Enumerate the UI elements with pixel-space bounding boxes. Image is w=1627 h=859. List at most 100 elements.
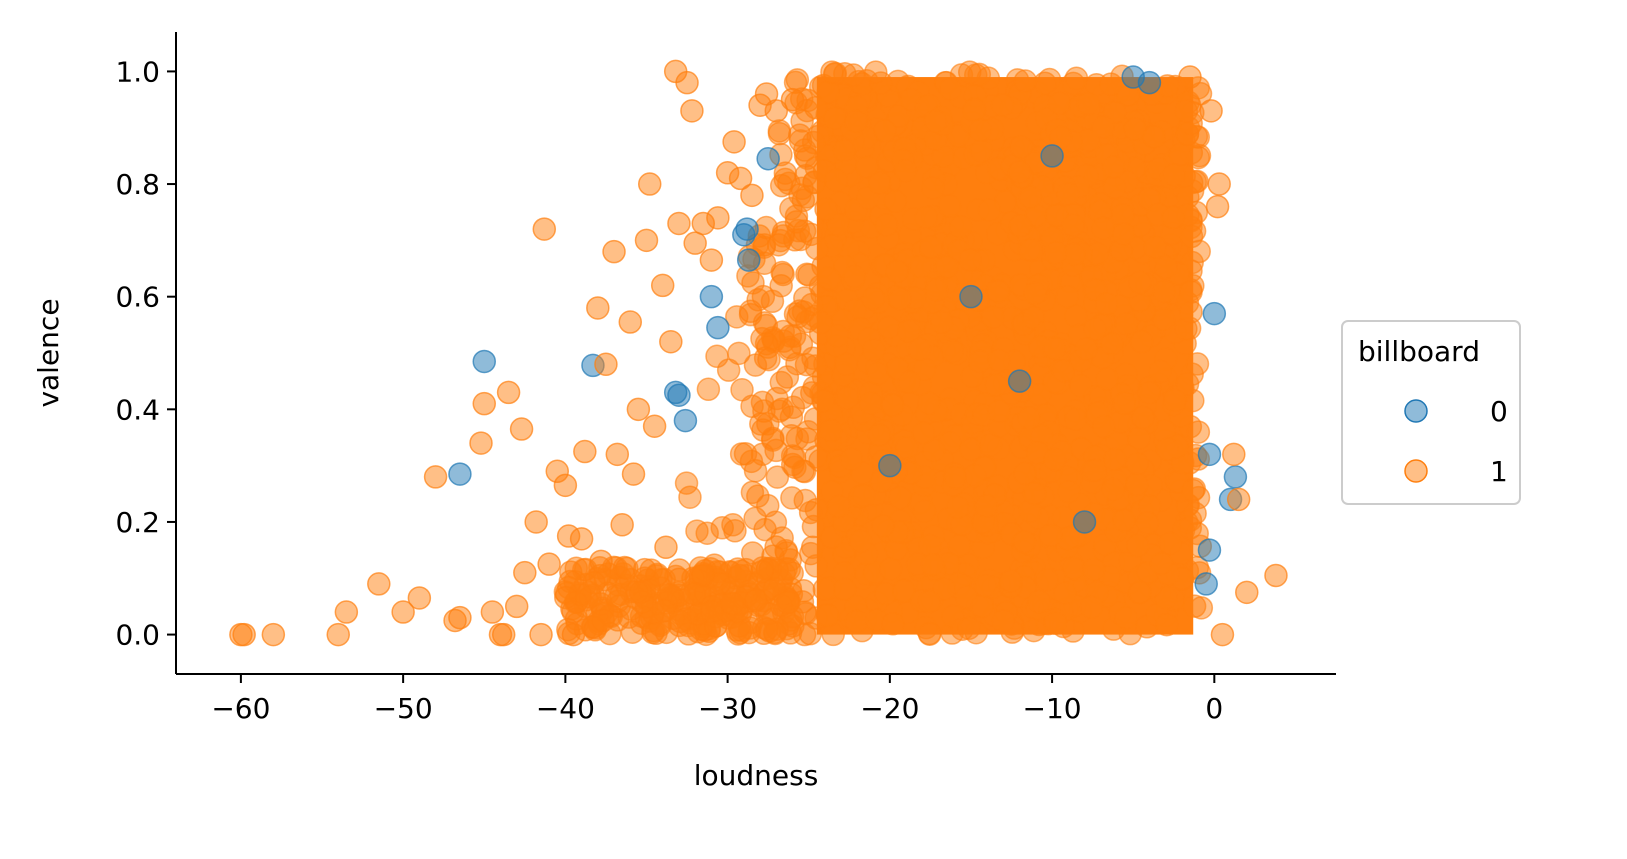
- data-point: [777, 337, 802, 362]
- data-point: [1125, 452, 1149, 476]
- data-point: [1042, 336, 1067, 361]
- data-point: [874, 213, 899, 237]
- data-point: [881, 612, 905, 636]
- data-point: [1114, 606, 1138, 630]
- data-point: [1012, 530, 1037, 554]
- data-point: [957, 616, 981, 641]
- data-point: [968, 118, 993, 143]
- data-point: [1035, 568, 1059, 592]
- data-point: [987, 399, 1011, 423]
- data-point: [820, 60, 844, 84]
- data-point: [990, 93, 1015, 117]
- data-point: [764, 535, 788, 559]
- data-point: [1185, 521, 1209, 546]
- data-point-series-1: [232, 622, 256, 647]
- data-point: [1027, 589, 1051, 614]
- x-axis-label: loudness: [694, 759, 819, 792]
- data-point: [991, 609, 1016, 633]
- data-point: [873, 119, 897, 143]
- data-point: [924, 278, 949, 302]
- x-tick-label: −30: [698, 692, 757, 725]
- data-point-series-1: [659, 329, 683, 354]
- data-point: [1091, 216, 1115, 240]
- data-point-series-0: [673, 408, 698, 433]
- data-point-series-1: [529, 622, 553, 647]
- data-point: [1151, 307, 1176, 332]
- data-point-series-1: [537, 552, 561, 576]
- data-point: [1043, 240, 1068, 265]
- data-point-series-1: [1264, 563, 1288, 588]
- data-point: [790, 176, 814, 201]
- data-point: [811, 389, 835, 413]
- data-point: [721, 513, 745, 537]
- legend-marker-1: [1404, 459, 1428, 483]
- data-point: [753, 517, 777, 542]
- data-point: [920, 552, 945, 577]
- data-point: [969, 138, 994, 163]
- data-point: [1155, 437, 1180, 461]
- legend: billboard 0 1: [1341, 320, 1521, 505]
- data-point: [880, 393, 905, 418]
- data-point-series-1: [423, 465, 448, 489]
- data-point: [1188, 81, 1213, 106]
- data-point-series-1: [589, 549, 613, 574]
- data-point-series-1: [1226, 487, 1251, 512]
- data-point: [682, 582, 706, 606]
- data-point: [764, 438, 788, 463]
- data-point-series-0: [1137, 70, 1162, 95]
- data-point-series-1: [561, 622, 586, 647]
- data-point: [970, 594, 995, 619]
- data-point: [984, 373, 1008, 397]
- data-point-series-0: [1007, 369, 1032, 393]
- data-point: [780, 452, 805, 477]
- data-point: [1064, 407, 1088, 431]
- data-point: [914, 205, 938, 230]
- data-point: [1062, 556, 1086, 581]
- data-point-series-1: [513, 560, 537, 585]
- x-tick-label: −40: [536, 692, 595, 725]
- data-point: [919, 235, 943, 259]
- data-point-series-1: [448, 605, 472, 630]
- data-point: [871, 514, 895, 538]
- y-tick-label: 0.0: [115, 619, 160, 652]
- data-point: [1083, 317, 1107, 341]
- data-point: [877, 315, 901, 340]
- data-point: [554, 585, 578, 610]
- data-point: [907, 337, 932, 361]
- data-point-series-1: [610, 513, 634, 537]
- data-point: [888, 485, 912, 510]
- data-point: [756, 493, 780, 518]
- data-point: [785, 68, 810, 92]
- data-point: [862, 338, 886, 362]
- data-point: [1099, 72, 1123, 96]
- data-point: [867, 171, 892, 195]
- data-point: [812, 577, 837, 601]
- data-point-series-1: [650, 273, 675, 298]
- data-point: [801, 514, 826, 539]
- data-point: [1142, 125, 1167, 149]
- data-point: [1009, 135, 1033, 159]
- data-point: [842, 264, 867, 289]
- data-point-series-1: [367, 572, 391, 596]
- data-point-series-1: [618, 310, 643, 334]
- data-point: [1047, 91, 1072, 116]
- data-point: [893, 158, 918, 183]
- data-point-series-0: [699, 284, 724, 309]
- data-point: [1179, 300, 1203, 324]
- data-point: [888, 287, 912, 311]
- data-point: [1094, 292, 1119, 316]
- data-point-series-1: [1199, 99, 1223, 123]
- data-point: [1128, 580, 1152, 604]
- data-point: [858, 391, 883, 415]
- data-point: [1053, 581, 1077, 605]
- data-point: [784, 210, 809, 234]
- data-point-series-0: [472, 349, 497, 374]
- data-point: [755, 617, 779, 641]
- data-point-series-0: [1194, 572, 1218, 596]
- data-point: [752, 311, 777, 335]
- data-point-series-1: [496, 380, 521, 405]
- data-point: [917, 391, 941, 416]
- legend-box: [1341, 320, 1521, 505]
- data-point: [833, 577, 857, 602]
- data-point: [1127, 426, 1151, 450]
